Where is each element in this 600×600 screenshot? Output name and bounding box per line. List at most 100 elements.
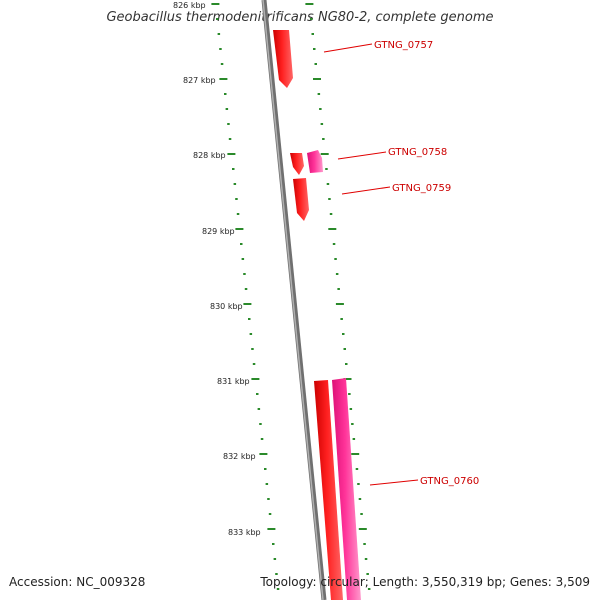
outer-scale-minor-tick — [360, 513, 363, 515]
gene-gtng-0759-arrow[interactable] — [293, 178, 309, 221]
inner-scale-minor-tick — [257, 408, 261, 410]
outer-scale-minor-tick — [309, 18, 313, 20]
gene-gtng-0758-reverse-arrow[interactable] — [307, 150, 323, 173]
scale-labels: 826 kbp 827 kbp 828 kbp 829 kbp 830 kbp … — [173, 1, 261, 537]
inner-scale-minor-tick — [251, 348, 254, 350]
gene-gtng-0760-forward-block[interactable] — [314, 380, 343, 600]
map-title: Geobacillus thermodenitrificans NG80-2, … — [106, 10, 494, 25]
outer-scale-minor-tick — [332, 243, 336, 245]
outer-scale-minor-tick — [342, 333, 345, 335]
inner-scale-minor-tick — [224, 93, 227, 95]
callout-line-gtng-0757 — [323, 43, 373, 53]
inner-scale-minor-tick — [240, 243, 243, 245]
gene-label-gtng-0758[interactable]: GTNG_0758 — [388, 147, 447, 158]
gene-label-gtng-0760[interactable]: GTNG_0760 — [420, 476, 479, 487]
inner-scale-minor-tick — [241, 258, 245, 260]
inner-scale-minor-tick — [272, 543, 275, 545]
inner-scale-minor-tick — [228, 138, 232, 140]
outer-scale-minor-tick — [317, 93, 321, 95]
inner-scale-minor-tick — [265, 483, 269, 485]
outer-scale-minor-tick — [325, 168, 328, 170]
scale-label-830: 830 kbp — [210, 302, 243, 311]
outer-scale-minor-tick — [345, 363, 348, 365]
outer-scale-minor-tick — [349, 408, 353, 410]
outer-scale-minor-tick — [340, 318, 343, 320]
inner-scale-minor-tick — [244, 288, 248, 290]
callout-line-gtng-0758 — [337, 151, 387, 160]
outer-scale-minor-tick — [314, 63, 317, 65]
scale-label-831: 831 kbp — [217, 377, 250, 386]
inner-scale-minor-tick — [235, 198, 238, 200]
scale-label-828: 828 kbp — [193, 151, 226, 160]
outer-scale-major-tick — [358, 528, 367, 530]
outer-scale-minor-tick — [352, 438, 356, 440]
inner-scale-minor-tick — [220, 63, 224, 65]
inner-scale-minor-tick — [233, 183, 237, 185]
outer-scale-major-tick — [335, 303, 344, 305]
inner-scale-minor-tick — [236, 213, 240, 215]
inner-scale-major-tick — [227, 153, 236, 155]
inner-scale-minor-tick — [268, 513, 272, 515]
callout-line-gtng-0759 — [341, 186, 391, 195]
gene-gtng-0757-arrow[interactable] — [273, 30, 293, 88]
outer-scale-minor-tick — [329, 213, 333, 215]
gene-label-gtng-0757[interactable]: GTNG_0757 — [374, 40, 433, 51]
outer-scale-major-tick — [343, 378, 352, 380]
scale-label-829: 829 kbp — [202, 227, 235, 236]
inner-scale-minor-tick — [249, 333, 253, 335]
inner-scale-minor-tick — [225, 108, 229, 110]
outer-scale-minor-tick — [366, 573, 369, 575]
scale-label-833: 833 kbp — [228, 528, 261, 537]
outer-scale-major-tick — [305, 3, 314, 5]
gene-callout-labels: GTNG_0757 GTNG_0758 GTNG_0759 GTNG_0760 — [374, 40, 479, 487]
outer-scale-minor-tick — [343, 348, 346, 350]
outer-scale-minor-tick — [363, 543, 366, 545]
outer-scale-minor-tick — [357, 483, 360, 485]
outer-scale-ticks — [305, 3, 371, 590]
inner-scale-minor-tick — [248, 318, 251, 320]
outer-scale-minor-tick — [367, 588, 371, 590]
inner-scale-minor-tick — [217, 33, 221, 35]
outer-scale-minor-tick — [313, 48, 316, 50]
outer-scale-minor-tick — [322, 138, 325, 140]
inner-scale-minor-tick — [256, 393, 259, 395]
outer-scale-major-tick — [320, 153, 329, 155]
inner-scale-minor-tick — [227, 123, 230, 125]
outer-scale-minor-tick — [335, 273, 339, 275]
inner-scale-minor-tick — [264, 468, 267, 470]
inner-scale-minor-tick — [267, 498, 270, 500]
outer-scale-minor-tick — [348, 393, 351, 395]
inner-scale-minor-tick — [276, 588, 280, 590]
gene-callout-lines — [323, 43, 419, 486]
inner-scale-minor-tick — [243, 273, 246, 275]
accession-text: Accession: NC_009328 — [9, 575, 146, 589]
gene-label-gtng-0759[interactable]: GTNG_0759 — [392, 183, 451, 194]
outer-scale-minor-tick — [337, 288, 340, 290]
outer-scale-major-tick — [351, 453, 360, 455]
outer-scale-minor-tick — [334, 258, 337, 260]
inner-scale-minor-tick — [216, 18, 219, 20]
inner-scale-minor-tick — [232, 168, 235, 170]
outer-scale-minor-tick — [364, 558, 368, 560]
inner-scale-minor-tick — [219, 48, 222, 50]
outer-scale-minor-tick — [326, 183, 330, 185]
outer-scale-minor-tick — [320, 123, 324, 125]
genome-backbone-line — [261, 0, 327, 600]
outer-scale-minor-tick — [311, 33, 314, 35]
inner-scale-minor-tick — [275, 573, 278, 575]
inner-scale-minor-tick — [273, 558, 277, 560]
gene-gtng-0760-reverse-block[interactable] — [332, 378, 361, 600]
gene-gtng-0758-forward-arrow[interactable] — [290, 153, 304, 175]
scale-label-827: 827 kbp — [183, 76, 216, 85]
scale-label-826: 826 kbp — [173, 1, 206, 10]
callout-line-gtng-0760 — [369, 479, 419, 486]
outer-scale-minor-tick — [319, 108, 322, 110]
inner-scale-major-tick — [219, 78, 228, 80]
outer-scale-major-tick — [328, 228, 337, 230]
inner-scale-minor-tick — [260, 438, 264, 440]
scale-label-832: 832 kbp — [223, 452, 256, 461]
inner-scale-major-tick — [235, 228, 244, 230]
inner-scale-major-tick — [259, 453, 268, 455]
